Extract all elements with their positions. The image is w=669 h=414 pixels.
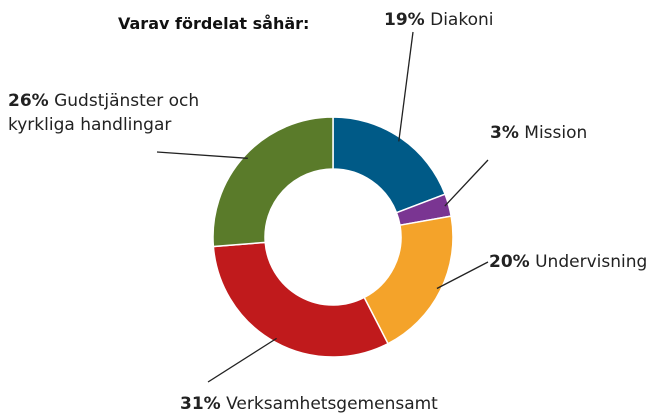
leader-line	[207, 337, 277, 383]
value-label: 3%	[490, 123, 519, 143]
value-label: 19%	[384, 10, 425, 30]
value-label: 31%	[180, 394, 221, 414]
slice-label: 20% Undervisning	[489, 250, 647, 274]
donut-slice	[212, 241, 389, 358]
category-label: Diakoni	[430, 10, 494, 30]
slice-label: 19% Diakoni	[384, 8, 493, 32]
slice-label: 31% Verksamhetsgemensamt	[180, 392, 438, 414]
donut-slice	[212, 116, 334, 248]
slice-label: 26% Gudstjänster och kyrkliga handlingar	[8, 89, 230, 137]
value-label: 26%	[8, 91, 49, 111]
category-label: Mission	[524, 123, 588, 143]
leader-line	[436, 261, 489, 290]
slice-label: 3% Mission	[490, 121, 587, 145]
leader-line	[156, 151, 248, 159]
leader-line	[444, 159, 489, 207]
leader-line	[398, 31, 414, 142]
category-label: Gudstjänster och kyrkliga handlingar	[8, 91, 200, 135]
value-label: 20%	[489, 252, 530, 272]
donut-slice	[332, 116, 447, 214]
category-label: Undervisning	[535, 252, 648, 272]
chart-title: Varav fördelat såhär:	[118, 14, 310, 33]
category-label: Verksamhetsgemensamt	[226, 394, 438, 414]
